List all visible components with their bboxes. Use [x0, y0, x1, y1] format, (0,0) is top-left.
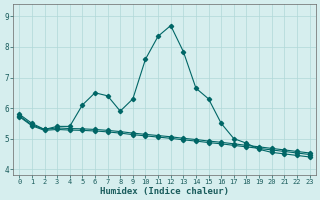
X-axis label: Humidex (Indice chaleur): Humidex (Indice chaleur) [100, 187, 229, 196]
